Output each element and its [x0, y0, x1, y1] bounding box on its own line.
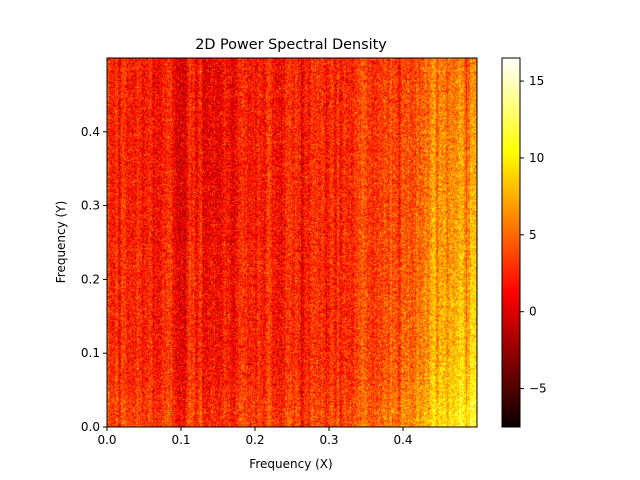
- x-tick-label: 0.3: [319, 433, 338, 447]
- colorbar-ticks: −5 0 5 10 15: [520, 74, 547, 396]
- x-tick-label: 0.0: [97, 433, 116, 447]
- x-axis-label: Frequency (X): [249, 457, 332, 471]
- y-tick-label: 0.2: [81, 272, 100, 286]
- plot-frame: [106, 57, 478, 428]
- colorbar-tick-label: −5: [529, 382, 547, 396]
- colorbar-tick-label: 15: [529, 74, 544, 88]
- y-axis: 0.0 0.1 0.2 0.3 0.4: [81, 125, 107, 434]
- x-tick-label: 0.1: [171, 433, 190, 447]
- chart-title: 2D Power Spectral Density: [195, 37, 387, 53]
- heatmap-image: [107, 58, 477, 427]
- y-axis-label: Frequency (Y): [54, 201, 68, 284]
- colorbar-tick-label: 0: [529, 305, 537, 319]
- colorbar-gradient: [502, 58, 520, 427]
- colorbar: −5 0 5 10 15: [501, 57, 547, 428]
- colorbar-tick-label: 5: [529, 228, 537, 242]
- y-tick-label: 0.3: [81, 199, 100, 213]
- x-tick-label: 0.2: [245, 433, 264, 447]
- x-axis: 0.0 0.1 0.2 0.3 0.4: [97, 427, 413, 447]
- colorbar-tick-label: 10: [529, 151, 544, 165]
- y-tick-label: 0.0: [81, 420, 100, 434]
- y-tick-label: 0.4: [81, 125, 100, 139]
- colorbar-frame: [501, 57, 521, 428]
- y-tick-label: 0.1: [81, 346, 100, 360]
- x-tick-label: 0.4: [393, 433, 412, 447]
